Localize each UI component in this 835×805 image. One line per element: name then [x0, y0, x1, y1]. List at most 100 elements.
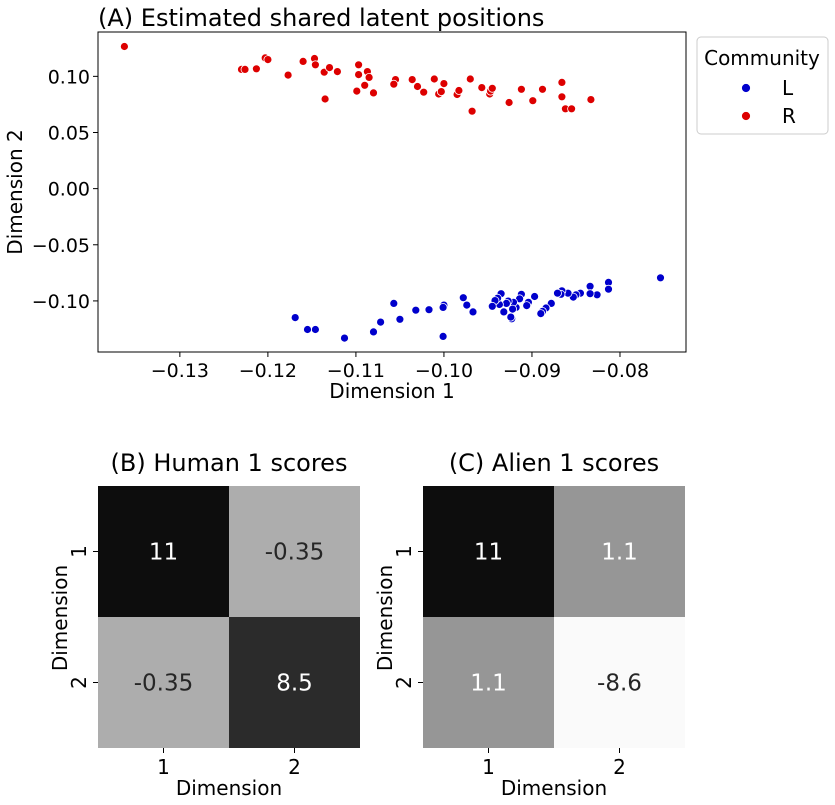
scatter-point-l	[458, 293, 468, 303]
scatter-point-r	[364, 73, 374, 82]
heatmap-alien-title: (C) Alien 1 scores	[449, 449, 659, 477]
scatter-point-r	[419, 87, 429, 97]
heatmap-human-y-tick-label: 2	[67, 676, 91, 689]
heatmap-alien-y-axis-label: Dimension	[373, 565, 397, 671]
legend: Community L R	[696, 36, 829, 135]
scatter-point-r	[407, 75, 417, 84]
scatter-point-r	[413, 82, 422, 91]
scatter-point-l	[411, 305, 421, 315]
scatter-plot-frame	[97, 31, 687, 353]
heatmap-human-y-axis-label: Dimension	[48, 565, 72, 671]
heatmap-human-x-tick-label: 2	[288, 755, 301, 779]
scatter-point-l	[508, 304, 517, 314]
legend-title: Community	[704, 46, 820, 70]
scatter-point-r	[354, 60, 364, 70]
scatter-point-r	[465, 74, 475, 84]
y-tick-label: −0.05	[32, 235, 90, 257]
scatter-point-r	[354, 70, 364, 79]
scatter-point-r	[325, 63, 334, 72]
x-tick-label: −0.08	[591, 360, 649, 382]
y-tick-label: 0.05	[48, 122, 90, 144]
heatmap-alien-cell-2-2	[554, 617, 685, 748]
scatter-point-r	[283, 70, 293, 80]
scatter-y-axis-label: Dimension 2	[3, 129, 27, 254]
scatter-point-r	[120, 42, 129, 51]
scatter-point-l	[395, 314, 405, 324]
heatmap-human-cell-1-1	[98, 486, 229, 617]
scatter-point-r	[332, 67, 342, 76]
scatter-point-l	[438, 331, 448, 341]
heatmap-human-cell-value: -0.35	[134, 671, 194, 697]
heatmap-human-cell-1-2	[229, 486, 360, 617]
scatter-point-r	[310, 60, 320, 70]
heatmap-alien-cell-1-2	[554, 486, 685, 617]
heatmap-human-y-tick-label: 1	[67, 545, 91, 558]
scatter-point-r	[487, 83, 497, 93]
scatter-point-r	[557, 92, 567, 102]
scatter-point-l	[303, 325, 312, 334]
heatmap-human-title: (B) Human 1 scores	[111, 449, 348, 477]
heatmap-human-cell-2-2	[229, 617, 360, 748]
x-tick-label: −0.13	[151, 360, 209, 382]
y-tick-label: 0.00	[48, 179, 90, 201]
scatter-point-l	[536, 309, 546, 319]
scatter-point-l	[468, 307, 478, 317]
scatter-point-l	[585, 281, 595, 291]
scatter-point-l	[530, 292, 539, 301]
scatter-point-r	[298, 57, 308, 66]
legend-marker-l	[741, 83, 751, 93]
scatter-title: (A) Estimated shared latent positions	[98, 4, 544, 32]
scatter-point-r	[240, 65, 250, 74]
heatmap-human-cells: 11 -0.35 -0.35 8.5 1 2 1 2	[67, 486, 360, 779]
scatter-point-l	[604, 284, 613, 294]
legend-box	[696, 36, 829, 135]
y-tick-label: −0.10	[32, 291, 90, 313]
scatter-point-r	[557, 78, 567, 87]
scatter-point-r	[538, 84, 547, 94]
heatmap-alien-cells: 11 1.1 1.1 -8.6 1 2 1 2	[392, 486, 685, 779]
scatter-point-l	[499, 307, 509, 317]
scatter-point-l	[585, 289, 595, 299]
scatter-point-r	[320, 94, 330, 104]
scatter-point-r	[360, 80, 370, 90]
heatmap-alien-x-axis-label: Dimension	[501, 776, 607, 800]
scatter-point-r	[439, 79, 449, 88]
scatter-point-r	[586, 95, 596, 104]
x-tick-label: −0.12	[239, 360, 297, 382]
scatter-point-r	[567, 104, 576, 114]
scatter-point-r	[528, 96, 538, 106]
scatter-point-r	[429, 74, 439, 84]
heatmap-human-panel: (B) Human 1 scores 11 -0.35 -0.35 8.5 1 2 1 2 D…	[48, 449, 360, 800]
scatter-point-r	[436, 87, 446, 96]
heatmap-alien-cell-value: 11	[474, 540, 503, 566]
scatter-point-l	[506, 312, 516, 322]
scatter-point-l	[376, 317, 386, 327]
scatter-point-l	[389, 298, 399, 308]
heatmap-human-cell-value: 8.5	[276, 671, 313, 697]
scatter-point-l	[656, 273, 665, 283]
scatter-point-l	[424, 305, 434, 315]
scatter-point-l	[290, 313, 300, 323]
heatmap-human-x-axis-label: Dimension	[176, 776, 282, 800]
y-tick-label: 0.10	[48, 66, 90, 88]
x-tick-label: −0.11	[327, 360, 385, 382]
scatter-point-l	[553, 288, 562, 298]
heatmap-alien-cell-value: 1.1	[601, 540, 638, 566]
heatmap-alien-x-tick-label: 1	[482, 755, 495, 779]
scatter-point-r	[477, 83, 487, 92]
scatter-point-l	[369, 327, 378, 337]
scatter-point-r	[352, 86, 362, 96]
heatmap-alien-cell-2-1	[423, 617, 554, 748]
scatter-point-r	[251, 64, 261, 74]
heatmap-alien-cell-1-1	[423, 486, 554, 617]
scatter-point-r	[263, 55, 273, 64]
scatter-panel: (A) Estimated shared latent positions −0…	[3, 4, 829, 403]
scatter-point-l	[522, 301, 532, 311]
heatmap-human-cell-value: 11	[149, 540, 178, 566]
heatmap-human-cell-value: -0.35	[265, 540, 325, 566]
heatmap-alien-x-tick-label: 2	[613, 755, 626, 779]
scatter-point-l	[340, 333, 349, 343]
scatter-y-ticks: 0.10 0.05 0.00 −0.05 −0.10	[32, 66, 98, 313]
scatter-points	[120, 42, 665, 343]
